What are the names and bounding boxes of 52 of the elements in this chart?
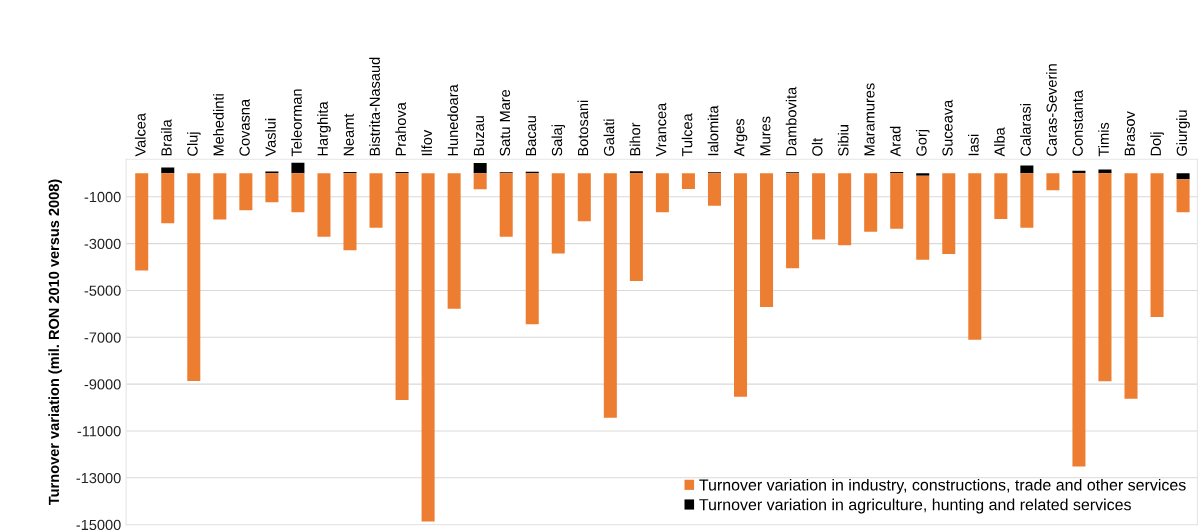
x-tick-label: Constanta — [1072, 90, 1083, 156]
y-tick-label: -1000 — [84, 191, 121, 203]
y-tick-label: -13000 — [76, 472, 121, 484]
x-tick-label: Dambovita — [785, 86, 797, 156]
x-tick-label: Ialomita — [707, 105, 719, 156]
x-tick-label: Suceava — [942, 99, 953, 156]
x-tick-label: Vaslui — [265, 118, 276, 157]
x-tick-label: Tulcea — [681, 113, 693, 157]
x-tick-label: Vrancea — [656, 102, 667, 157]
x-tick-label: Botosani — [577, 100, 589, 156]
x-tick-label: Valcea — [134, 113, 146, 157]
x-tick-label: Cluj — [187, 132, 201, 156]
x-tick-label: Prahova — [395, 102, 406, 156]
x-tick-label: Buzau — [473, 116, 485, 156]
x-tick-label: Giurgiu — [1176, 110, 1190, 156]
x-tick-label: Timis — [1098, 122, 1109, 157]
x-tick-label: Mehedinti — [213, 94, 224, 156]
x-tick-label: Brasov — [1124, 111, 1135, 156]
x-tick-label: Covasna — [239, 98, 250, 156]
x-tick-label: Calarasi — [1020, 104, 1031, 156]
x-tick-label: Mures — [760, 116, 771, 156]
x-tick-label: Arges — [734, 118, 748, 157]
legend-label: Turnover variation in industry, constructions, trade and other services — [699, 478, 1186, 494]
x-tick-label: Galati — [603, 119, 615, 156]
x-tick-label: Bistrita-Nasaud — [369, 57, 380, 156]
x-tick-label: Hunedoara — [447, 84, 459, 156]
x-tick-label: Ilfov — [421, 129, 433, 156]
x-tick-label: Gorj — [915, 129, 930, 156]
x-tick-label: Maramures — [864, 83, 875, 156]
x-tick-label: Satu Mare — [499, 89, 511, 156]
x-tick-label: Neamt — [343, 113, 354, 156]
x-tick-label: Bihor — [629, 122, 641, 156]
y-tick-label: -5000 — [84, 285, 121, 296]
y-tick-label: -7000 — [84, 332, 121, 343]
x-tick-label: Harghita — [317, 101, 331, 156]
y-tick-label: -9000 — [84, 379, 121, 390]
x-tick-label: Salaj — [551, 125, 566, 156]
legend-label: Turnover variation in agriculture, hunting and related services — [699, 498, 1131, 514]
x-tick-label: Dolj — [1150, 132, 1164, 156]
x-tick-label: Alba — [994, 127, 1005, 157]
y-axis-title: Turnover variation (mil. RON 2010 versus 2008) — [48, 179, 62, 505]
x-tick-label: Braila — [160, 119, 172, 156]
x-tick-label: Caras-Severin — [1046, 64, 1057, 156]
y-tick-label: -15000 — [76, 519, 121, 531]
y-tick-label: -3000 — [84, 238, 121, 250]
x-tick-label: Bacau — [525, 116, 537, 156]
y-tick-label: -11000 — [77, 426, 121, 437]
x-tick-label: Olt — [811, 137, 823, 156]
x-tick-label: Arad — [889, 126, 901, 157]
x-tick-label: Teleorman — [291, 89, 302, 157]
x-tick-label: Sibiu — [837, 125, 849, 156]
x-tick-label: Iasi — [968, 134, 979, 156]
